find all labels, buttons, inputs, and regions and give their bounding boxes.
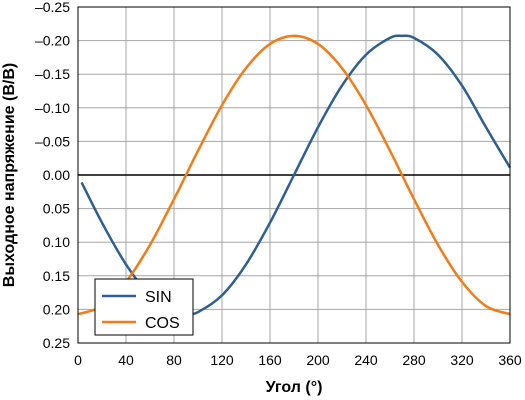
x-tick-label: 280 — [402, 352, 426, 368]
legend: SIN COS — [94, 278, 194, 336]
y-tick-label: 0.20 — [43, 301, 70, 317]
legend-label-sin: SIN — [145, 289, 172, 306]
x-axis-title: Угол (°) — [266, 379, 323, 396]
y-tick-label: –0.05 — [35, 133, 70, 149]
x-tick-label: 40 — [118, 352, 134, 368]
y-tick-label: 0.25 — [43, 335, 70, 351]
x-tick-labels: 0 40 80 120 160 200 240 280 320 360 — [74, 352, 522, 368]
x-tick-label: 360 — [498, 352, 522, 368]
legend-label-cos: COS — [145, 315, 180, 332]
legend-box — [94, 278, 194, 336]
y-tick-label: 0.15 — [43, 268, 70, 284]
y-tick-label: 0.05 — [43, 201, 70, 217]
x-tick-label: 120 — [210, 352, 234, 368]
x-tick-label: 320 — [450, 352, 474, 368]
y-tick-label: –0.20 — [35, 33, 70, 49]
x-tick-label: 240 — [354, 352, 378, 368]
x-tick-label: 80 — [166, 352, 182, 368]
plot-frame — [77, 6, 511, 344]
x-tick-label: 200 — [306, 352, 330, 368]
y-tick-label: 0.10 — [43, 234, 70, 250]
x-tick-label: 0 — [74, 352, 82, 368]
y-tick-label: –0.25 — [35, 0, 70, 15]
y-tick-label: –0.10 — [35, 100, 70, 116]
y-tick-label: –0.15 — [35, 66, 70, 82]
x-tick-label: 160 — [258, 352, 282, 368]
series-line-cos — [77, 34, 511, 316]
y-tick-labels: –0.25 –0.20 –0.15 –0.10 –0.05 0.00 0.05 0.10 0.1… — [35, 0, 70, 351]
y-axis-title: Выходное напряжение (В/В) — [1, 63, 18, 287]
y-tick-label: 0.00 — [43, 167, 70, 183]
